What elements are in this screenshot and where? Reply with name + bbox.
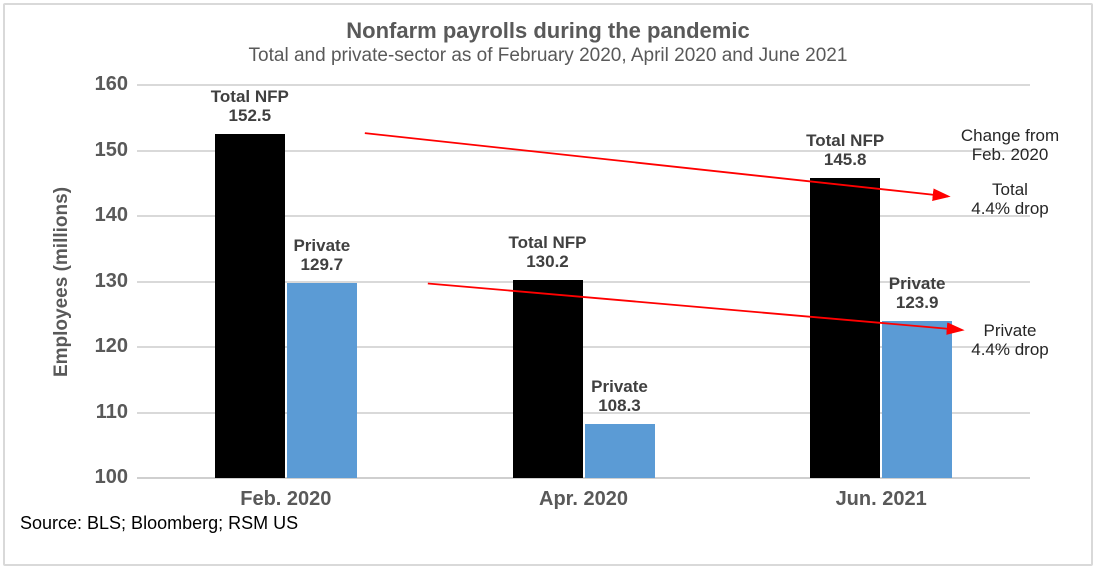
x-axis-label: Jun. 2021: [835, 488, 927, 510]
y-axis-tick-label: 100: [94, 466, 128, 488]
y-axis-tick-label: 150: [94, 138, 128, 161]
annotation-line: 4.4% drop: [971, 199, 1049, 218]
y-axis-tick-label: 120: [94, 335, 128, 357]
bar-label: Total NFP 152.5: [210, 87, 289, 126]
y-axis-tick-label: 110: [95, 400, 128, 423]
bar-total-nfp-jun-2021: [810, 178, 881, 478]
chart-frame-border: [3, 3, 1093, 566]
x-axis-label: Apr. 2020: [539, 488, 628, 510]
gridline-160: [137, 84, 1030, 86]
gridline-110: [137, 411, 1030, 414]
annotation-total-drop: Total 4.4% drop: [940, 180, 1080, 218]
bar-private-apr-2020: [584, 423, 655, 478]
bar-label: Total NFP 145.8: [806, 131, 885, 169]
annotation-change-from-header: Change from Feb. 2020: [940, 126, 1080, 164]
gridline-140: [137, 215, 1030, 217]
chart-title: Nonfarm payrolls during the pandemic: [346, 18, 750, 43]
y-axis-tick-label: 160: [94, 73, 128, 95]
annotation-line: Change from: [960, 126, 1060, 145]
annotation-line: Private: [983, 321, 1037, 340]
annotation-line: Total: [992, 180, 1028, 199]
bar-total-nfp-feb-2020: [214, 134, 285, 478]
annotation-line: Feb. 2020: [971, 145, 1049, 164]
annotation-private-drop: Private 4.4% drop: [940, 321, 1080, 359]
bar-label: Private 123.9: [888, 274, 946, 313]
gridline-100: [137, 477, 1030, 479]
annotation-line: 4.4% drop: [971, 340, 1049, 359]
bar-private-feb-2020: [286, 283, 357, 478]
bar-label: Private 108.3: [591, 376, 648, 415]
y-axis-tick-label: 140: [94, 204, 128, 226]
gridline-130: [137, 280, 1030, 283]
gridline-120: [137, 346, 1030, 348]
chart-subtitle: Total and private-sector as of February …: [248, 45, 848, 66]
x-axis-label: Feb. 2020: [240, 488, 332, 510]
bar-label: Total NFP 130.2: [508, 233, 587, 272]
bar-label: Private 129.7: [293, 236, 351, 275]
bar-private-jun-2021: [882, 321, 953, 478]
y-axis-tick-label: 130: [94, 269, 128, 292]
source-note: Source: BLS; Bloomberg; RSM US: [20, 513, 299, 533]
